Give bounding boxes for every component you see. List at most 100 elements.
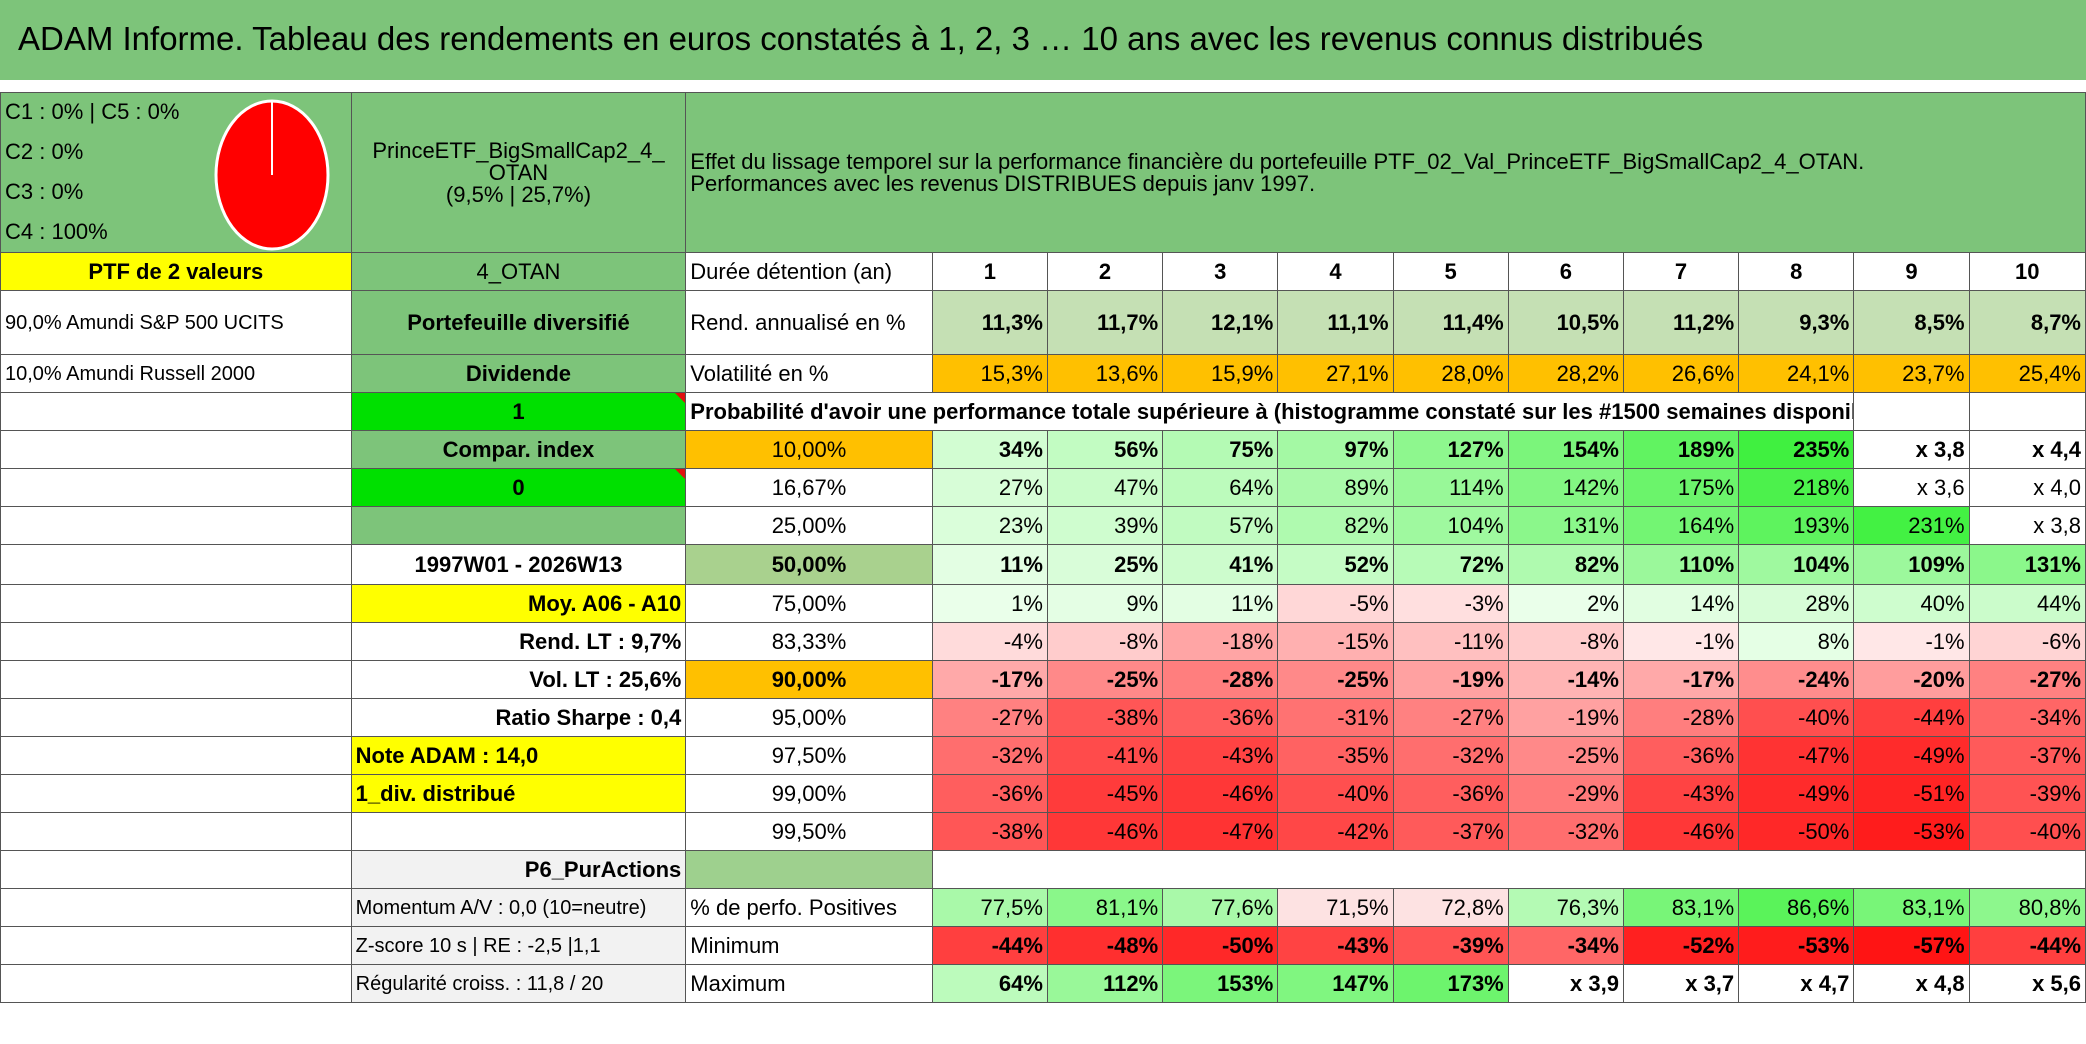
quantile-value: -6%: [1968, 622, 2086, 661]
quantile-value: -24%: [1738, 660, 1855, 699]
maximum-value: x 3,9: [1507, 964, 1624, 1003]
empty-cell: [0, 660, 352, 699]
minimum-value: -39%: [1392, 926, 1509, 965]
quantile-value: -41%: [1046, 736, 1164, 775]
period-label: 1997W01 - 2026W13: [350, 544, 687, 585]
quantile-row: Compar. index 10,00% 34% 56% 75% 97% 127% 154% 1…: [0, 430, 2086, 469]
quantile-value: -19%: [1392, 660, 1509, 699]
quantile-percent: 10,00%: [685, 430, 933, 469]
vol-value: 25,4%: [1968, 354, 2086, 393]
year-header: 9: [1853, 252, 1970, 291]
positives-value: 71,5%: [1277, 888, 1394, 927]
vol-value: 26,6%: [1622, 354, 1740, 393]
quantile-value: -28%: [1622, 698, 1740, 737]
rend-value: 8,7%: [1968, 290, 2086, 355]
empty-cell: [0, 964, 352, 1003]
quantile-value: 235%: [1738, 430, 1855, 469]
quantile-value: -20%: [1853, 660, 1970, 699]
description-line1: Effet du lissage temporel sur la perform…: [690, 148, 1865, 174]
holding-2: 10,0% Amundi Russell 2000: [0, 354, 352, 393]
empty-cell: [0, 926, 352, 965]
ptf-label: PTF de 2 valeurs: [0, 252, 352, 291]
quantile-value: 164%: [1622, 506, 1740, 545]
quantile-value: -1%: [1622, 622, 1740, 661]
quantile-value: -32%: [931, 736, 1048, 775]
quantile-value: 189%: [1622, 430, 1740, 469]
quantile-value: -49%: [1738, 774, 1855, 813]
quantile-percent: 25,00%: [685, 506, 933, 545]
quantile-value: -35%: [1277, 736, 1394, 775]
quantile-value: 14%: [1622, 584, 1740, 623]
quantile-value: 127%: [1392, 430, 1509, 469]
sharpe-label: Ratio Sharpe : 0,4: [350, 698, 687, 737]
quantile-value: -38%: [931, 812, 1048, 851]
quantile-value: -8%: [1046, 622, 1164, 661]
minimum-value: -53%: [1738, 926, 1855, 965]
positives-value: 77,5%: [931, 888, 1048, 927]
quantile-value: 27%: [931, 468, 1048, 507]
minimum-value: -48%: [1046, 926, 1164, 965]
legend-line: C2 : 0%: [5, 139, 84, 164]
positives-row: Momentum A/V : 0,0 (10=neutre)% de perfo…: [0, 888, 2086, 927]
year-header: 2: [1046, 252, 1164, 291]
minimum-row: Z-score 10 s | RE : -2,5 |1,1 Minimum -44%…: [0, 926, 2086, 965]
dividend-label: Dividende: [350, 354, 687, 393]
portfolio-name: PrinceETF_BigSmallCap2_4_ OTAN (9,5% | 2…: [350, 92, 687, 253]
quantile-value: -45%: [1046, 774, 1164, 813]
minimum-value: -50%: [1162, 926, 1279, 965]
probability-label: Probabilité d'avoir une performance tota…: [685, 392, 1855, 431]
quantile-value: -43%: [1622, 774, 1740, 813]
quantile-value: 41%: [1162, 544, 1279, 585]
allocation-pie-chart: [214, 99, 330, 251]
portfolio-name-line2: OTAN: [488, 159, 549, 185]
empty-cell: [0, 506, 352, 545]
quantile-value: -27%: [1392, 698, 1509, 737]
empty-cell: [0, 622, 352, 661]
quantile-value: x 4,4: [1968, 430, 2086, 469]
positives-value: 72,8%: [1392, 888, 1509, 927]
quantile-row: Moy. A06 - A10 75,00% 1% 9% 11% -5% -3% 2% 14% 28…: [0, 584, 2086, 623]
positives-value: 76,3%: [1507, 888, 1624, 927]
flag-one: 1: [350, 392, 687, 431]
positives-value: 80,8%: [1968, 888, 2086, 927]
quantile-row: 1_div. distribué 99,00% -36% -45% -46% -40% -3…: [0, 774, 2086, 813]
portfolio-name-line1: PrinceETF_BigSmallCap2_4_: [372, 137, 665, 163]
flag-zero: 0: [350, 468, 687, 507]
quantile-value: 231%: [1853, 506, 1970, 545]
legend-cell: C1 : 0% | C5 : 0% C2 : 0% C3 : 0% C4 : 1…: [0, 92, 352, 253]
table-body: C1 : 0% | C5 : 0% C2 : 0% C3 : 0% C4 : 1…: [0, 92, 2086, 1003]
quantile-value: -36%: [1392, 774, 1509, 813]
quantile-value: -25%: [1507, 736, 1624, 775]
rend-value: 11,1%: [1277, 290, 1394, 355]
quantile-value: 131%: [1968, 544, 2086, 585]
annualised-return-row: 90,0% Amundi S&P 500 UCITS Portefeuille d…: [0, 290, 2086, 355]
quantile-value: 23%: [931, 506, 1048, 545]
quantile-value: 193%: [1738, 506, 1855, 545]
quantile-value: -1%: [1853, 622, 1970, 661]
quantile-value: -46%: [1162, 774, 1279, 813]
empty-cell: [0, 698, 352, 737]
empty-cell: [0, 392, 352, 431]
quantile-row: 25,00% 23% 39% 57% 82% 104% 131% 164% 193% 231% x …: [0, 506, 2086, 545]
quantile-value: -18%: [1162, 622, 1279, 661]
empty-cell: [0, 888, 352, 927]
quantile-value: -29%: [1507, 774, 1624, 813]
quantile-value: -8%: [1507, 622, 1624, 661]
holding-1: 90,0% Amundi S&P 500 UCITS: [0, 290, 352, 355]
quantile-percent: 83,33%: [685, 622, 933, 661]
quantile-row: Note ADAM : 14,0 97,50% -32% -41% -43% -35% -3…: [0, 736, 2086, 775]
vol-value: 27,1%: [1277, 354, 1394, 393]
quantile-value: -53%: [1853, 812, 1970, 851]
quantile-value: -47%: [1738, 736, 1855, 775]
dividend-note-label: 1_div. distribué: [350, 774, 687, 813]
description-line2: Performances avec les revenus DISTRIBUES…: [690, 170, 1316, 196]
quantile-value: -40%: [1738, 698, 1855, 737]
empty-cell: [0, 430, 352, 469]
quantile-value: -37%: [1392, 812, 1509, 851]
quantile-value: -4%: [931, 622, 1048, 661]
quantile-value: -31%: [1277, 698, 1394, 737]
minimum-value: -44%: [1968, 926, 2086, 965]
quantile-value: -42%: [1277, 812, 1394, 851]
maximum-value: x 5,6: [1968, 964, 2086, 1003]
empty-cell: [350, 506, 687, 545]
